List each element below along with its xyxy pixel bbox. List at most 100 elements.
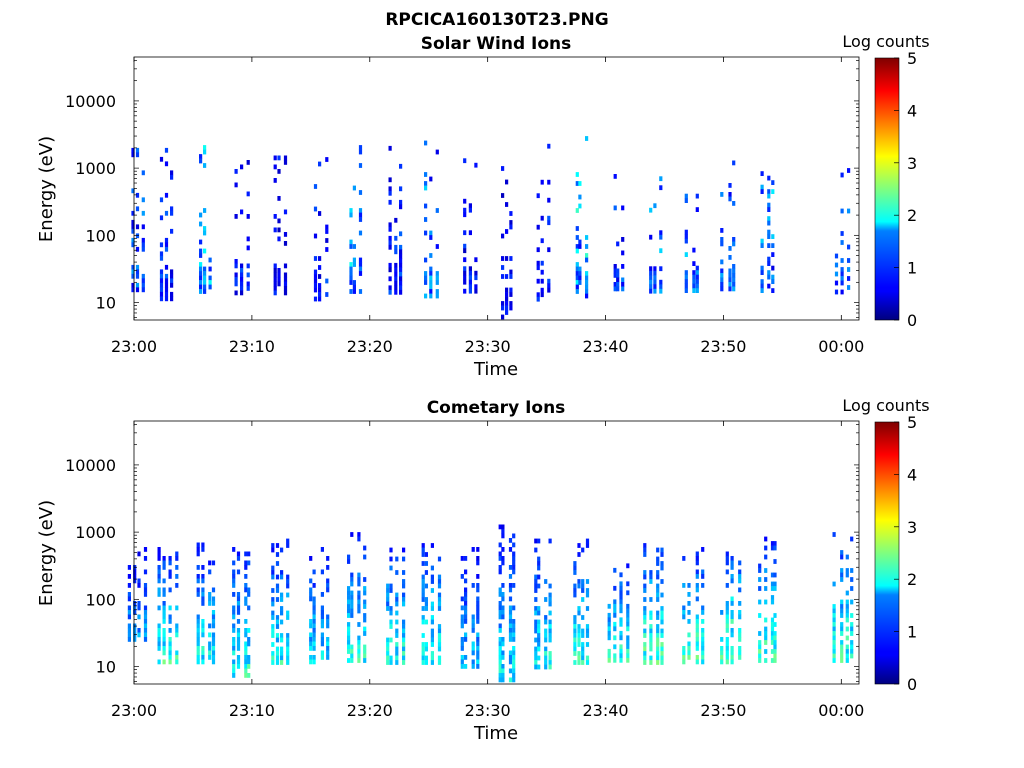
heatmap-cell [164, 287, 169, 293]
heatmap-cell [246, 245, 250, 251]
x-tick-label: 23:00 [111, 337, 157, 356]
heatmap-cell [236, 646, 241, 651]
heatmap-cell [659, 284, 663, 290]
heatmap-cell [244, 601, 248, 606]
heatmap-cell [544, 664, 548, 670]
heatmap-cell [770, 649, 775, 654]
heatmap-cell [349, 244, 353, 249]
heatmap-cell [509, 274, 513, 279]
heatmap-cell [211, 596, 216, 602]
heatmap-cell [695, 641, 699, 647]
heatmap-cell [687, 632, 691, 638]
heatmap-cell [424, 552, 428, 557]
heatmap-cell [738, 587, 742, 593]
heatmap-cell [135, 269, 140, 275]
heatmap-cell [137, 628, 141, 633]
heatmap-cell [141, 278, 145, 284]
heatmap-cell [159, 287, 164, 293]
heatmap-cell [613, 286, 617, 292]
heatmap-cell [581, 646, 585, 652]
heatmap-cell [363, 604, 367, 609]
heatmap-cell [682, 614, 686, 620]
heatmap-cell [175, 605, 179, 611]
heatmap-cell [498, 565, 502, 570]
heatmap-cell [770, 581, 775, 587]
heatmap-cell [682, 610, 686, 615]
heatmap-cell [540, 215, 544, 221]
heatmap-cell [286, 538, 290, 544]
heatmap-cell [649, 615, 653, 620]
heatmap-cell [498, 551, 502, 557]
heatmap-cell [196, 628, 200, 633]
heatmap-cell [286, 574, 290, 580]
heatmap-cell [512, 565, 516, 570]
heatmap-cell [280, 633, 284, 638]
heatmap-cell [619, 590, 623, 596]
heatmap-cell [133, 574, 137, 579]
heatmap-cell [175, 551, 179, 557]
heatmap-cell [240, 272, 244, 278]
heatmap-cell [585, 284, 589, 290]
heatmap-cell [468, 275, 472, 281]
heatmap-cell [720, 637, 724, 642]
heatmap-cell [421, 547, 425, 553]
heatmap-cell [357, 640, 361, 645]
heatmap-cell [143, 623, 148, 629]
heatmap-cell [141, 170, 145, 176]
heatmap-cell [773, 658, 777, 663]
heatmap-cell [137, 578, 141, 584]
heatmap-cell [626, 657, 630, 663]
heatmap-cell [840, 280, 844, 286]
heatmap-cell [701, 632, 705, 638]
heatmap-cell [643, 583, 647, 589]
heatmap-cell [508, 668, 513, 674]
heatmap-cell [463, 198, 467, 204]
heatmap-cell [548, 610, 552, 616]
heatmap-cell [725, 560, 729, 566]
heatmap-cell [760, 270, 764, 275]
heatmap-cell [773, 644, 777, 650]
heatmap-cell [619, 608, 623, 614]
heatmap-cell [318, 161, 322, 167]
heatmap-cell [244, 565, 248, 570]
heatmap-cell [573, 660, 577, 665]
heatmap-cell [347, 586, 351, 591]
heatmap-cell [834, 289, 839, 295]
heatmap-cell [318, 265, 322, 270]
heatmap-cell [352, 262, 356, 267]
heatmap-cell [201, 578, 205, 584]
heatmap-cell [832, 653, 836, 659]
heatmap-cell [350, 572, 354, 578]
heatmap-cell [547, 247, 551, 253]
heatmap-cell [585, 624, 590, 629]
heatmap-cell [349, 239, 353, 245]
heatmap-cell [656, 610, 660, 616]
heatmap-cell [732, 264, 736, 269]
heatmap-cell [164, 278, 169, 284]
heatmap-cell [131, 219, 135, 225]
heatmap-cell [575, 262, 579, 267]
x-tick-label: 23:50 [700, 701, 746, 720]
x-tick-label: 23:40 [582, 337, 628, 356]
heatmap-cell [363, 590, 367, 596]
heatmap-cell [738, 614, 742, 620]
heatmap-cell [660, 646, 664, 652]
heatmap-cell [463, 270, 467, 276]
heatmap-cell [246, 160, 250, 165]
heatmap-cell [573, 642, 577, 647]
heatmap-cell [131, 264, 135, 270]
y-tick-label: 1000 [75, 159, 116, 178]
heatmap-cell [208, 560, 212, 566]
heatmap-cell [236, 628, 241, 633]
heatmap-cell [695, 274, 699, 280]
heatmap-cell [845, 572, 849, 578]
heatmap-cell [283, 277, 288, 282]
heatmap-cell [246, 286, 250, 291]
heatmap-cell [159, 296, 164, 302]
heatmap-cell [577, 642, 581, 647]
heatmap-cell [388, 222, 392, 228]
heatmap-cell [203, 289, 207, 294]
heatmap-cell [164, 192, 169, 198]
heatmap-cell [585, 660, 590, 665]
heatmap-cell [508, 628, 513, 633]
